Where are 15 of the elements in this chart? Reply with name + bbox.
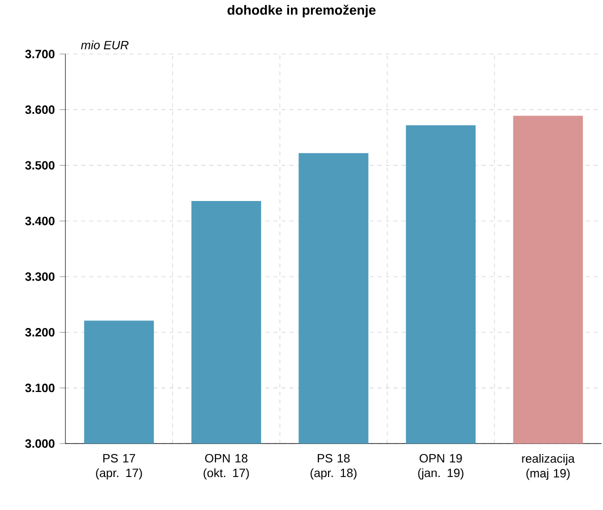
x-tick-label: realizacija (maj 19) bbox=[522, 454, 575, 480]
y-tick-label: 3.000 bbox=[25, 439, 54, 448]
y-tick-label: 3.100 bbox=[25, 384, 54, 392]
y-tick-label: 3.300 bbox=[25, 272, 54, 282]
y-tick-label: 3.700 bbox=[25, 50, 54, 58]
x-tick-label: OPN 18 (okt. 17) bbox=[204, 454, 249, 480]
x-tick-label: OPN 19 (jan. 19) bbox=[418, 454, 464, 480]
y-tick-label: 3.500 bbox=[25, 161, 54, 170]
y-tick-label: 3.400 bbox=[25, 216, 54, 226]
y-tick-label: 3.600 bbox=[25, 106, 54, 114]
y-axis-title: mio EUR bbox=[81, 40, 128, 50]
x-tick-label: PS 18 (apr. 18) bbox=[310, 454, 356, 480]
y-tick-label: 3.200 bbox=[25, 328, 54, 337]
chart-title: dohodke in premoženje bbox=[228, 4, 376, 18]
x-tick-label: PS 17 (apr. 17) bbox=[96, 454, 142, 480]
